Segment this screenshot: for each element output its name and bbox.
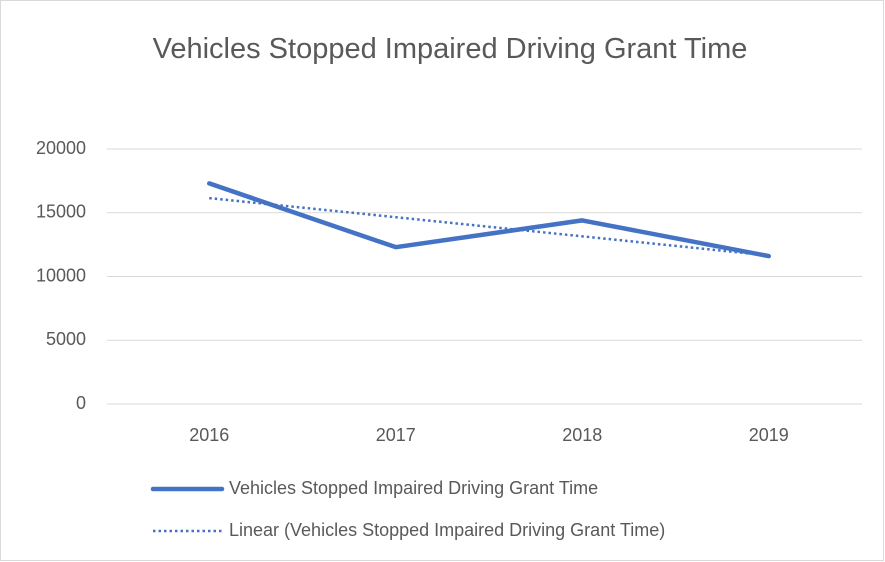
legend-label: Linear (Vehicles Stopped Impaired Drivin… (229, 520, 665, 540)
data-line (207, 181, 771, 259)
x-tick-label: 2018 (562, 425, 602, 445)
y-tick-label: 5000 (46, 329, 86, 349)
x-tick-label: 2017 (376, 425, 416, 445)
y-tick-label: 0 (76, 393, 86, 413)
y-tick-label: 15000 (36, 202, 86, 222)
chart-title: Vehicles Stopped Impaired Driving Grant … (152, 33, 748, 65)
legend-label: Vehicles Stopped Impaired Driving Grant … (229, 478, 598, 498)
x-tick-label: 2016 (189, 425, 229, 445)
x-tick-label: 2019 (749, 425, 789, 445)
y-tick-label: 10000 (36, 265, 86, 285)
trend-line (209, 196, 769, 257)
y-tick-label: 20000 (36, 138, 86, 158)
